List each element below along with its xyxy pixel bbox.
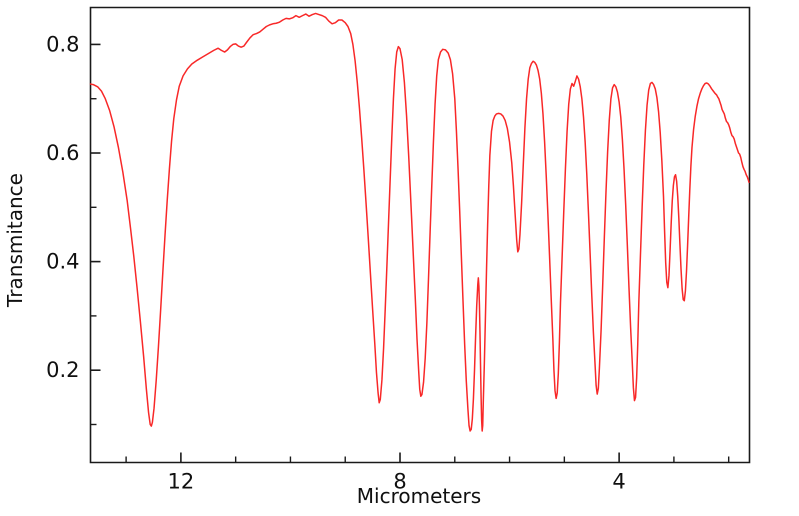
y-axis-label: Transmitance <box>3 173 27 308</box>
x-axis-label: Micrometers <box>357 484 481 508</box>
y-axis-tick-labels: 0.2 0.4 0.6 0.8 <box>46 32 79 382</box>
spectrum-line <box>89 12 750 432</box>
y-tick-label: 0.4 <box>46 250 79 274</box>
x-axis-tick-labels: 12 8 4 <box>168 470 626 494</box>
x-tick-label: 12 <box>168 470 195 494</box>
x-tick-label: 4 <box>612 470 625 494</box>
x-axis-ticks <box>125 452 730 463</box>
y-axis-ticks <box>90 43 101 426</box>
x-tick-label: 8 <box>393 470 406 494</box>
y-tick-label: 0.8 <box>46 32 79 56</box>
y-tick-label: 0.2 <box>46 358 79 382</box>
plot-frame <box>89 6 751 464</box>
y-tick-label: 0.6 <box>46 141 79 165</box>
